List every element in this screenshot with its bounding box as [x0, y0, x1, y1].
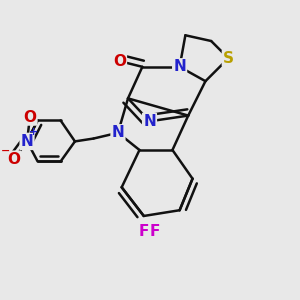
- Text: S: S: [223, 51, 234, 66]
- Text: +: +: [29, 127, 38, 137]
- Text: O: O: [23, 110, 36, 124]
- Text: F: F: [139, 224, 149, 239]
- Text: N: N: [21, 134, 33, 149]
- Text: F: F: [150, 224, 160, 239]
- Text: N: N: [112, 125, 124, 140]
- Text: −: −: [1, 146, 10, 156]
- Text: O: O: [113, 54, 126, 69]
- Text: O: O: [8, 152, 20, 167]
- Text: N: N: [173, 59, 186, 74]
- Text: N: N: [143, 114, 156, 129]
